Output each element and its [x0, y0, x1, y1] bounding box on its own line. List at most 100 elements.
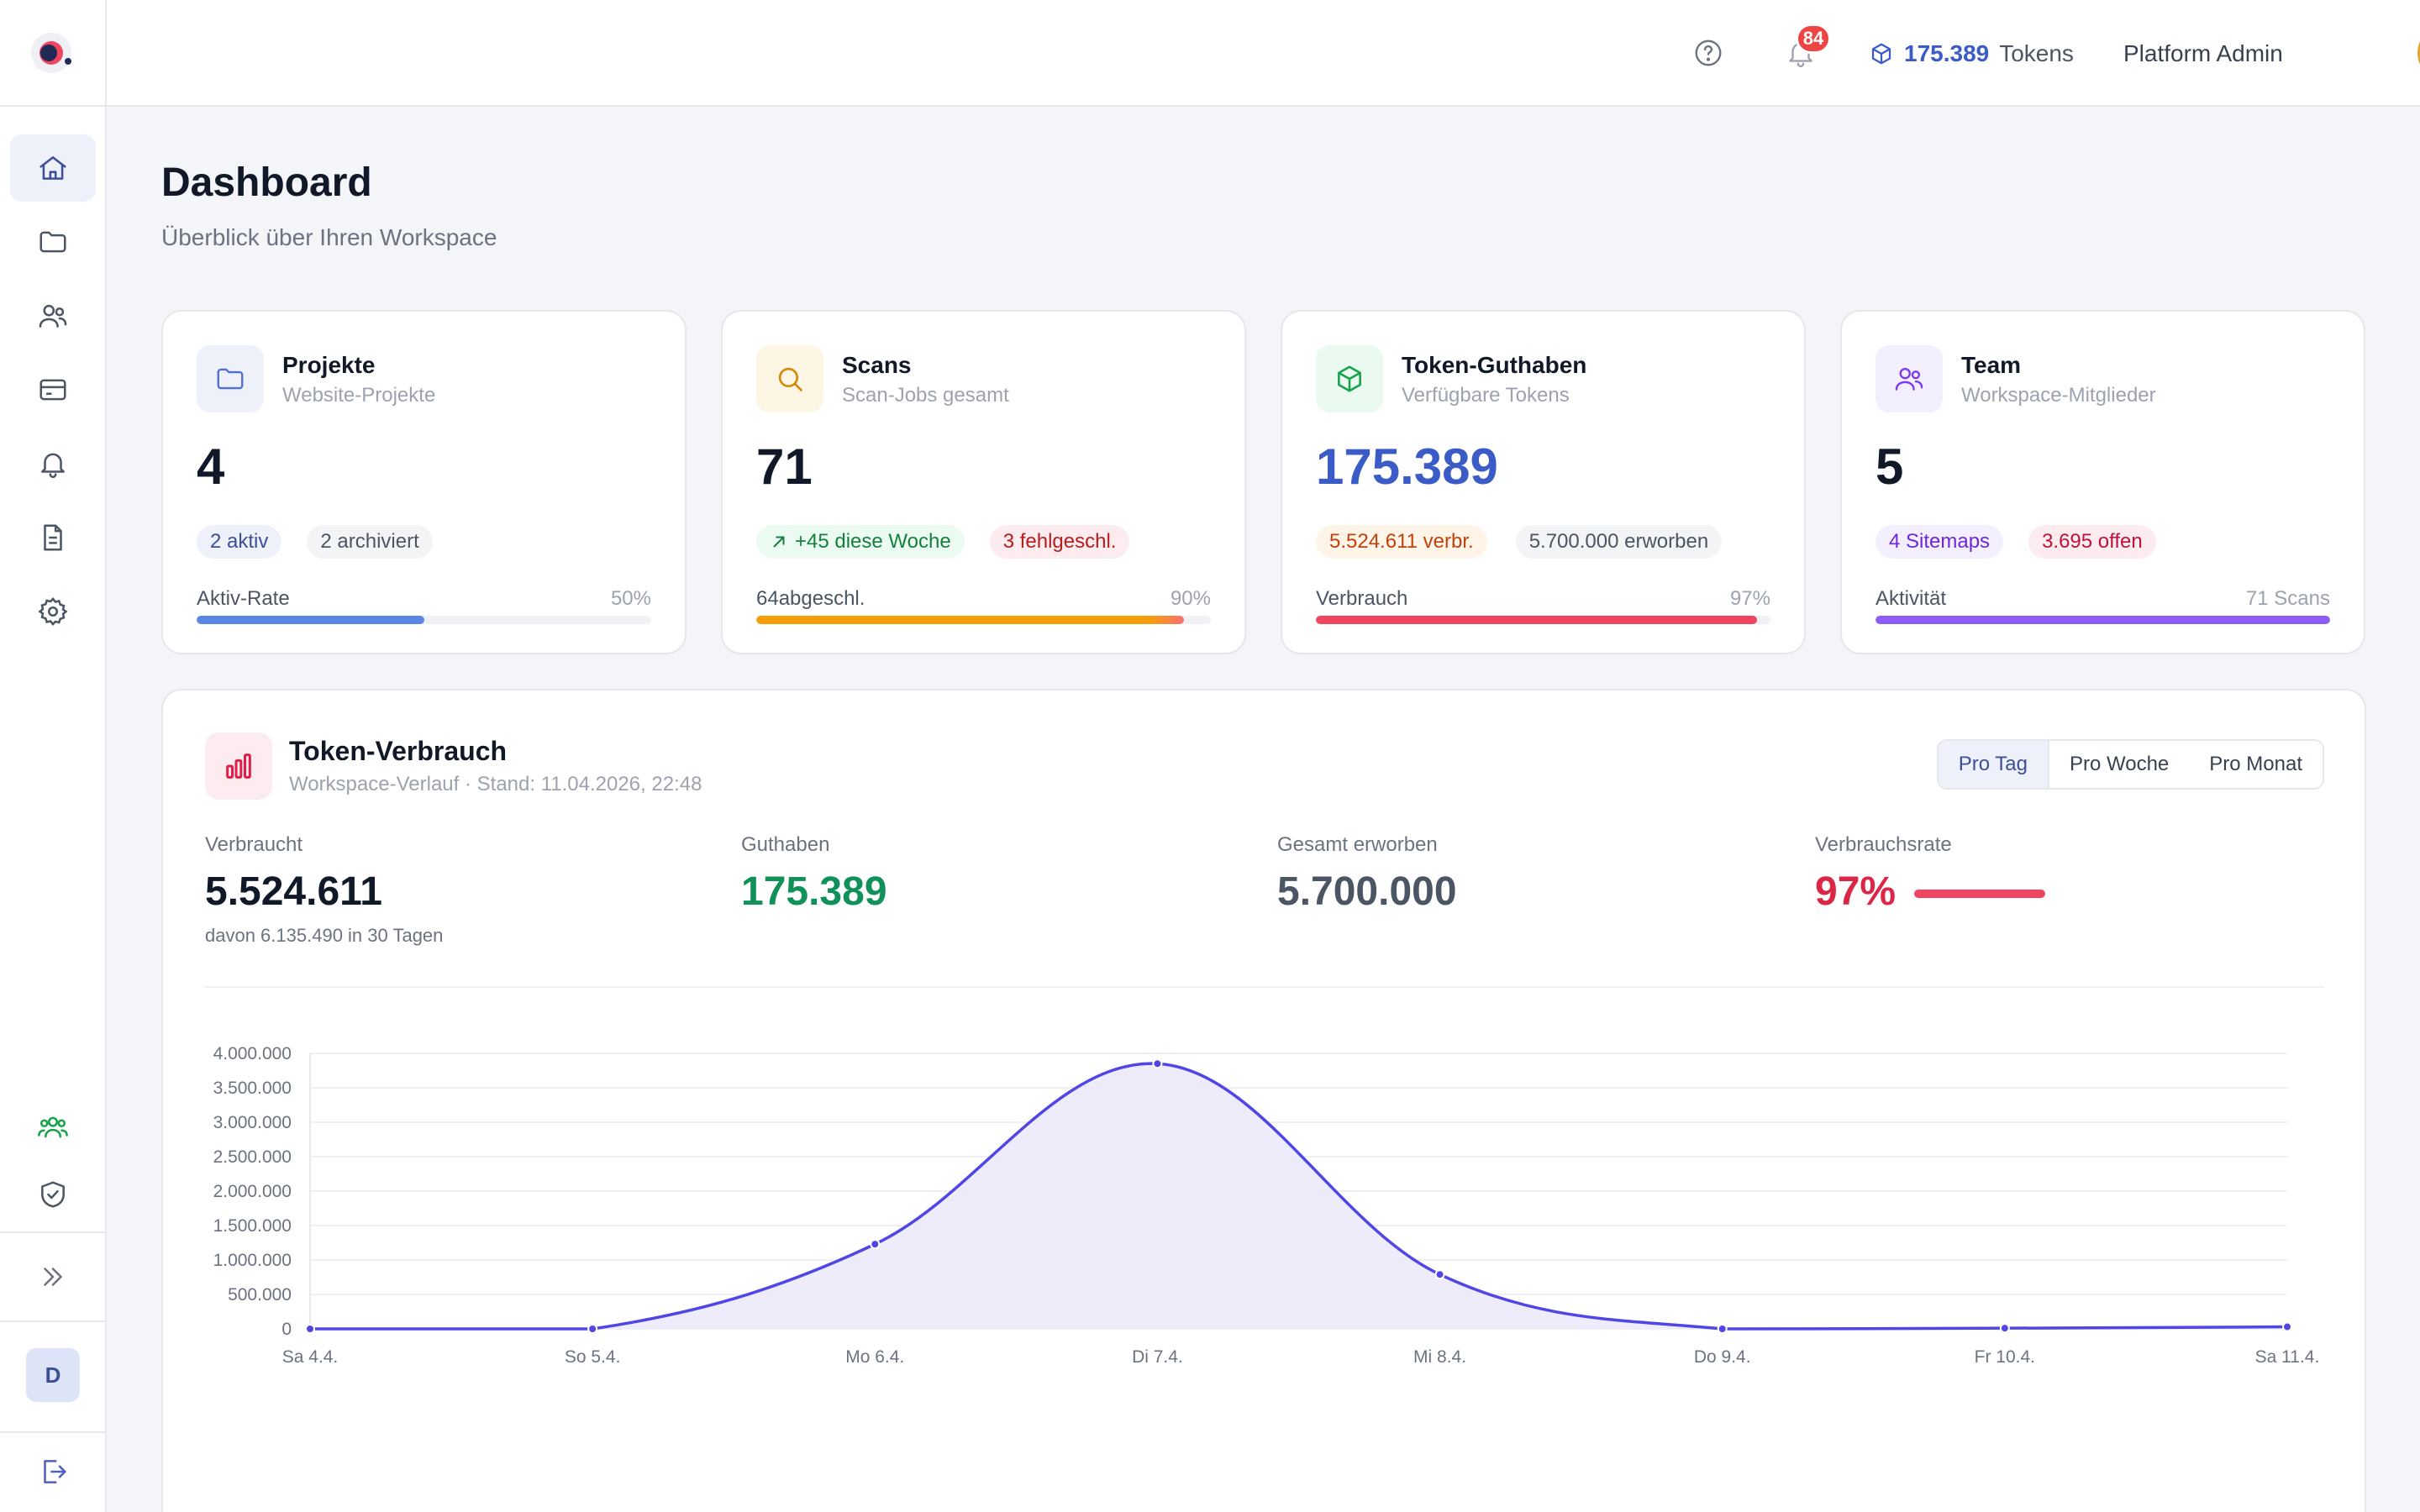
card-subtitle: Workspace-Mitglieder [1961, 384, 2156, 407]
y-tick-label: 1.500.000 [213, 1216, 292, 1236]
metric-balance: Guthaben 175.389 [741, 833, 887, 915]
data-point [305, 1324, 315, 1334]
area-fill [310, 1063, 2287, 1329]
x-tick-label: Sa 11.4. [2255, 1347, 2320, 1367]
sidebar-item-team[interactable] [10, 1094, 96, 1161]
progress-fill [197, 616, 424, 624]
panel-subtitle: Workspace-Verlauf · Stand: 11.04.2026, 2… [289, 773, 702, 795]
arrow-up-right-icon [773, 536, 785, 548]
logo-icon [30, 32, 71, 73]
progress-label: Aktiv-Rate [197, 587, 290, 610]
pill-acquired: 5.700.000 erworben [1515, 525, 1723, 559]
card-team[interactable]: Team Workspace-Mitglieder 5 4 Sitemaps 3… [1840, 310, 2365, 654]
series-line [309, 1062, 2288, 1331]
metric-value: 175.389 [741, 869, 887, 914]
progress-fill [1316, 616, 1757, 624]
chevrons-right-icon [44, 1268, 62, 1286]
progress-label: Aktivität [1876, 587, 1947, 610]
users-icon [1895, 367, 1923, 391]
progress-track [756, 616, 1211, 624]
logo[interactable] [0, 0, 105, 107]
x-tick-label: Sa 4.4. [282, 1347, 339, 1367]
period-month-button[interactable]: Pro Monat [2209, 753, 2302, 775]
metric-total-acquired: Gesamt erworben 5.700.000 [1277, 833, 1457, 915]
data-point [1999, 1323, 2010, 1334]
y-tick-label: 4.000.000 [213, 1044, 292, 1063]
panel-separator [205, 986, 2324, 988]
folder-icon [39, 231, 66, 253]
card-icon-box [756, 345, 823, 412]
search-icon [778, 367, 802, 391]
progress-fill [1876, 616, 2330, 624]
progress-value: 97% [1729, 587, 1770, 610]
sidebar-item-users[interactable] [10, 282, 96, 349]
card-subtitle: Website-Projekte [282, 384, 436, 407]
y-tick-label: 0 [281, 1320, 292, 1339]
period-week-button[interactable]: Pro Woche [2070, 753, 2170, 775]
notification-badge: 84 [1796, 24, 1831, 54]
card-value: 4 [197, 438, 225, 495]
data-point [1152, 1058, 1163, 1069]
card-value: 71 [756, 438, 813, 495]
help-icon[interactable] [1692, 37, 1724, 69]
token-balance[interactable]: 175.389 Tokens [1869, 37, 2074, 71]
token-balance-value: 175.389 [1904, 40, 1990, 66]
x-tick-label: Do 9.4. [1694, 1347, 1751, 1367]
data-point [870, 1239, 881, 1250]
card-icon-box [197, 345, 264, 412]
card-scans[interactable]: Scans Scan-Jobs gesamt 71 +45 diese Woch… [721, 310, 1246, 654]
workspace-avatar[interactable]: D [26, 1348, 80, 1402]
sidebar-item-projects[interactable] [10, 208, 96, 276]
gear-icon [38, 597, 68, 626]
period-day-button[interactable]: Pro Tag [1938, 741, 2049, 788]
pill-failed: 3 fehlgeschl. [989, 525, 1130, 559]
y-tick-label: 500.000 [228, 1285, 292, 1305]
logout-button[interactable] [10, 1438, 96, 1505]
progress-label: Verbrauch [1316, 587, 1408, 610]
card-value: 5 [1876, 438, 1904, 495]
user-name[interactable]: Platform Admin [2123, 40, 2283, 66]
data-point [1717, 1324, 1728, 1334]
token-balance-label: Tokens [1999, 40, 2074, 66]
sidebar-expand-button[interactable] [10, 1243, 96, 1310]
page-title: Dashboard [161, 160, 372, 205]
sidebar-item-security[interactable] [10, 1161, 96, 1228]
card-subtitle: Scan-Jobs gesamt [842, 384, 1009, 407]
x-tick-label: So 5.4. [565, 1347, 621, 1367]
y-tick-label: 3.000.000 [213, 1113, 292, 1132]
shield-check-icon [41, 1181, 65, 1208]
pill-open: 3.695 offen [2028, 525, 2156, 559]
x-tick-label: Di 7.4. [1132, 1347, 1183, 1367]
card-title: Scans [842, 352, 912, 378]
user-avatar[interactable] [2417, 25, 2420, 81]
home-icon [39, 156, 66, 180]
sidebar-item-reports[interactable] [10, 504, 96, 571]
y-tick-label: 3.500.000 [213, 1079, 292, 1098]
metric-value: 97% [1815, 869, 1897, 914]
sidebar-item-notifications[interactable] [10, 430, 96, 497]
y-tick-label: 1.000.000 [213, 1251, 292, 1270]
x-tick-label: Fr 10.4. [1975, 1347, 2035, 1367]
card-token-balance[interactable]: Token-Guthaben Verfügbare Tokens 175.389… [1281, 310, 1806, 654]
x-tick-label: Mo 6.4. [845, 1347, 904, 1367]
metric-label: Verbraucht [205, 833, 303, 856]
card-title: Team [1961, 352, 2022, 378]
sidebar: D [0, 0, 107, 1512]
period-toggle: Pro Tag Pro Woche Pro Monat [1936, 739, 2324, 790]
card-subtitle: Verfügbare Tokens [1402, 384, 1570, 407]
sidebar-divider [0, 1431, 105, 1433]
sidebar-item-billing[interactable] [10, 356, 96, 423]
metric-label: Verbrauchsrate [1815, 833, 1952, 856]
users-icon [39, 304, 67, 328]
sidebar-item-settings[interactable] [10, 578, 96, 645]
metric-label: Guthaben [741, 833, 830, 856]
x-tick-label: Mi 8.4. [1413, 1347, 1466, 1367]
cube-icon [1871, 43, 1891, 65]
team-icon [38, 1116, 68, 1138]
card-projects[interactable]: Projekte Website-Projekte 4 2 aktiv 2 ar… [161, 310, 687, 654]
progress-track [1876, 616, 2330, 624]
sidebar-item-dashboard[interactable] [10, 134, 96, 202]
token-usage-panel: Token-Verbrauch Workspace-Verlauf · Stan… [161, 689, 2366, 1512]
progress-track [197, 616, 651, 624]
document-icon [44, 524, 62, 551]
